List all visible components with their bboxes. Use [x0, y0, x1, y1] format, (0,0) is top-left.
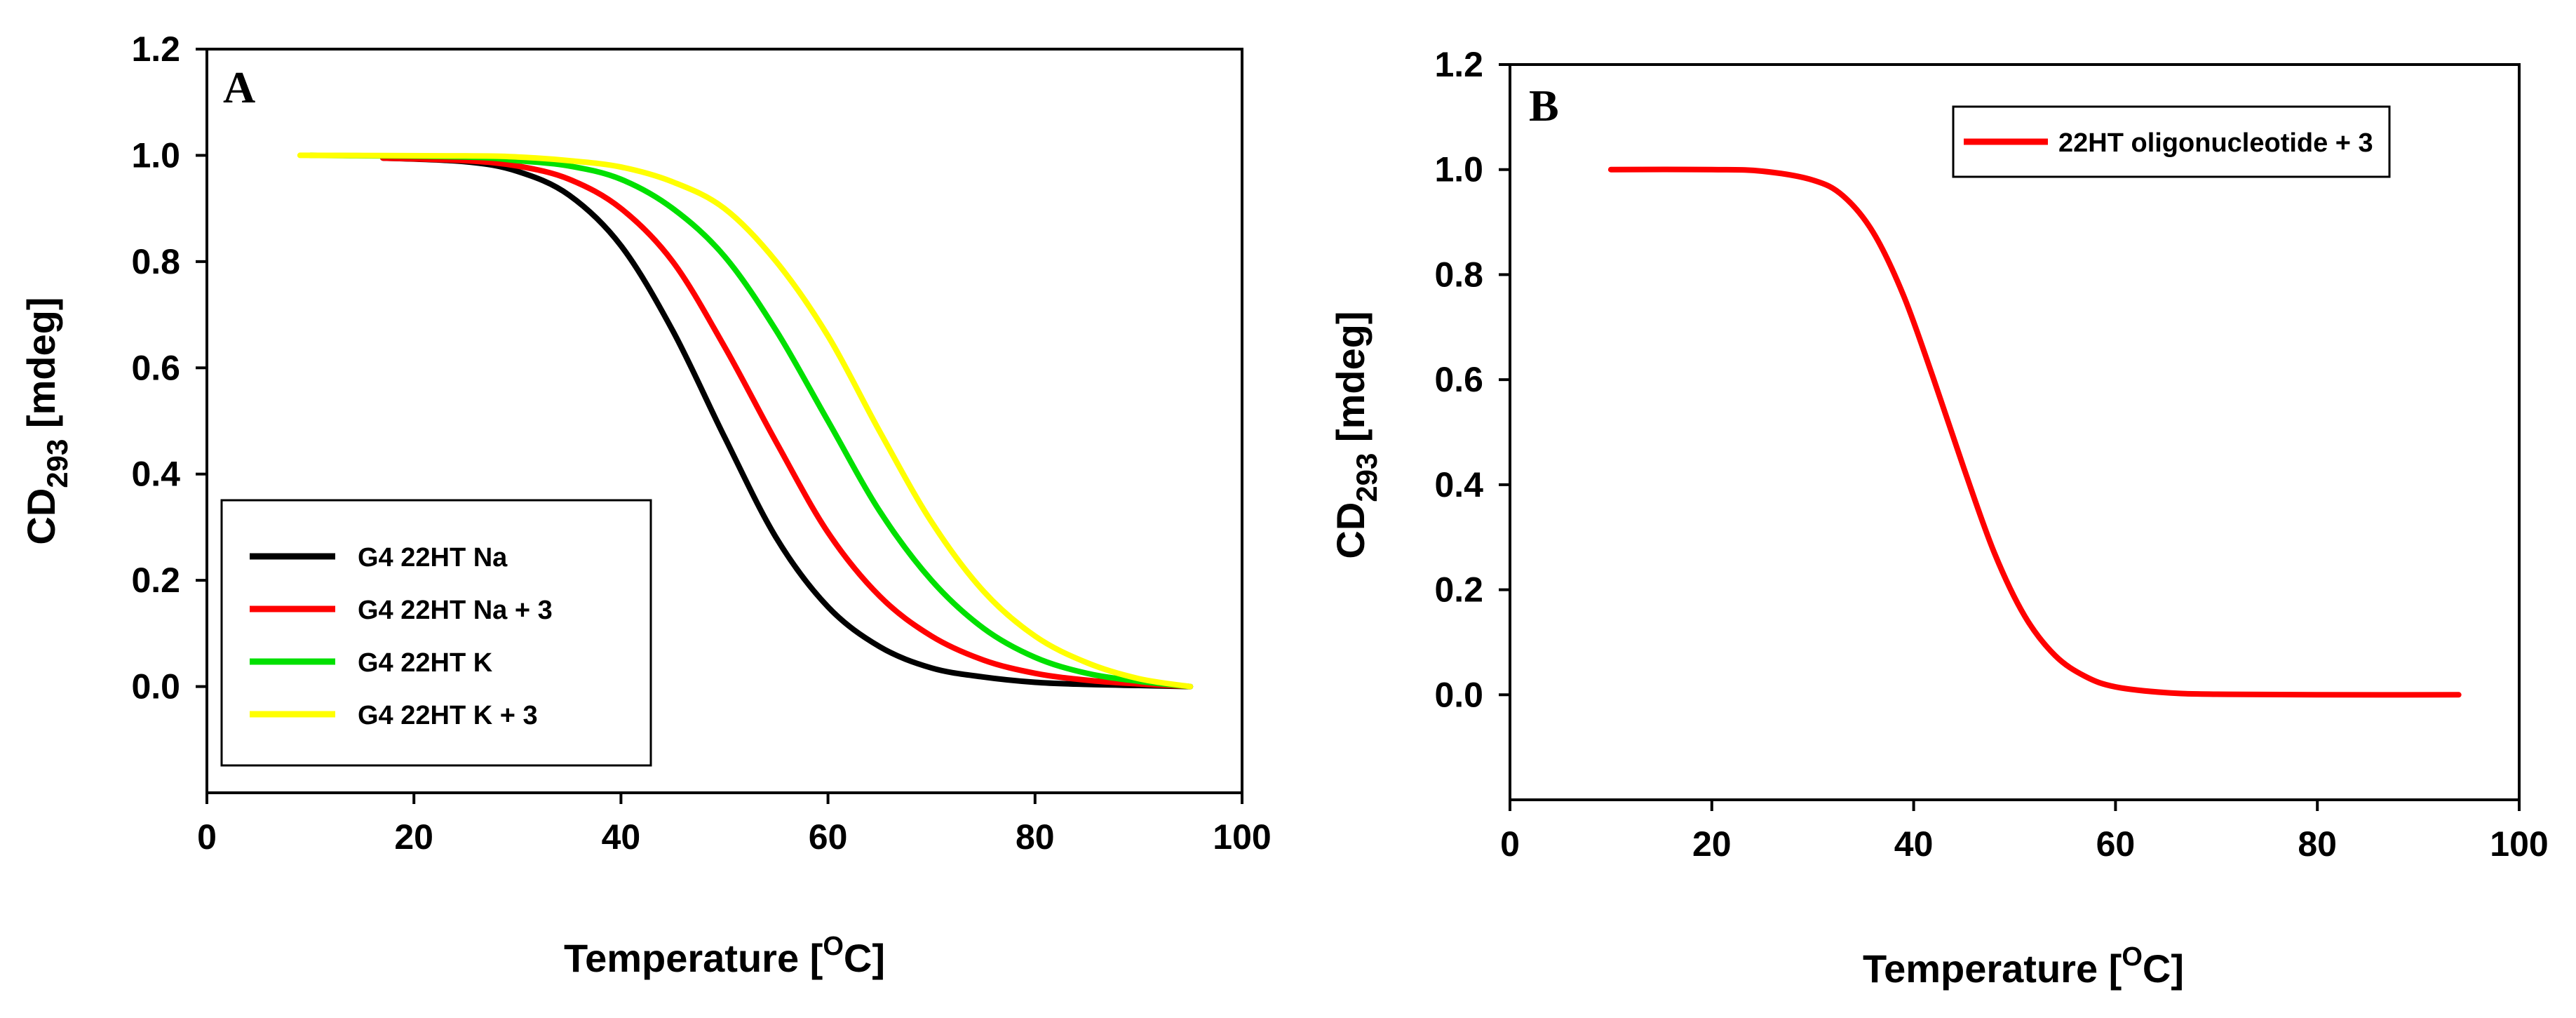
chart-a-legend-label: G4 22HT K	[358, 648, 493, 678]
chart-a-y-tick-label: 0.2	[131, 561, 180, 600]
chart-a-plot-frame	[205, 48, 1243, 794]
chart-a-x-tick-label: 60	[809, 817, 848, 857]
chart-a-series-line	[379, 155, 1194, 690]
chart-a-y-tick-label: 1.2	[131, 29, 180, 69]
chart-a-series	[297, 152, 1194, 690]
chart-a-legend-label: G4 22HT Na + 3	[358, 596, 553, 625]
chart-b-y-tick-label: 1.2	[1434, 45, 1483, 84]
chart-b-series	[1607, 166, 2462, 698]
chart-b-y-axis-title: CD293 [mdeg]	[1328, 311, 1383, 558]
chart-b-y-tick-label: 0.4	[1434, 465, 1483, 504]
chart-b-series-line	[1607, 166, 2462, 698]
chart-a-y-tick-label: 1.0	[131, 135, 180, 175]
chart-a-x-tick-label: 0	[197, 817, 217, 857]
chart-a-series-line	[379, 155, 1194, 690]
chart-b-y-tick-label: 0.0	[1434, 675, 1483, 714]
chart-b-panel-label: B	[1529, 81, 1559, 130]
chart-b-y-ticks: 0.0 0.2 0.4 0.6 0.8 1.0 1.2	[1434, 45, 1510, 714]
chart-b-x-tick-label: 100	[2490, 824, 2548, 864]
chart-b-x-axis-title: Temperature [OC]	[1863, 942, 2184, 991]
chart-a-x-tick-label: 80	[1016, 817, 1055, 857]
chart-a-legend-box	[220, 499, 652, 767]
chart-a-legend-entry: G4 22HT Na	[250, 543, 508, 572]
chart-b-y-tick-label: 0.6	[1434, 360, 1483, 399]
chart-a-legend-entry: G4 22HT K + 3	[250, 701, 538, 730]
chart-a-x-ticks: 0 20 40 60 80 100	[197, 793, 1272, 857]
chart-a-x-tick-label: 100	[1213, 817, 1271, 857]
chart-a-legend-entry: G4 22HT K	[250, 648, 493, 678]
chart-a-legend-label: G4 22HT K + 3	[358, 701, 538, 730]
chart-a-x-axis-title: Temperature [OC]	[564, 932, 885, 980]
chart-b-y-tick-label: 1.0	[1434, 150, 1483, 189]
chart-b-x-tick-label: 0	[1500, 824, 1520, 864]
chart-b-plot-frame	[1509, 63, 2521, 801]
chart-b-legend: 22HT oligonucleotide + 3	[1952, 105, 2391, 178]
chart-a-x-tick-label: 20	[394, 817, 433, 857]
chart-a-y-ticks: 0.0 0.2 0.4 0.6 0.8 1.0 1.2	[131, 29, 207, 706]
chart-b-y-tick-label: 0.2	[1434, 570, 1483, 610]
chart-a-x-tick-label: 40	[602, 817, 641, 857]
chart-b-x-tick-label: 40	[1894, 824, 1934, 864]
chart-b-x-ticks: 0 20 40 60 80 100	[1500, 800, 2549, 864]
chart-b-x-tick-label: 80	[2298, 824, 2337, 864]
chart-a-y-tick-label: 0.8	[131, 242, 180, 281]
chart-a-legend-entry: G4 22HT Na + 3	[250, 596, 553, 625]
chart-a-y-tick-label: 0.4	[131, 455, 180, 494]
chart-a-panel-label: A	[223, 62, 255, 112]
chart-a: 0 20 40 60 80 100 0.0 0.2 0.4 0.6 0.8 1.0 1.2 A G4 …	[19, 29, 1272, 980]
chart-a-legend-label: G4 22HT Na	[358, 543, 508, 572]
chart-a-y-tick-label: 0.0	[131, 667, 180, 706]
chart-b-legend-label: 22HT oligonucleotide + 3	[2058, 128, 2373, 158]
chart-b-legend-entry: 22HT oligonucleotide + 3	[1964, 128, 2373, 158]
chart-b-x-tick-label: 20	[1692, 824, 1732, 864]
chart-b-y-tick-label: 0.8	[1434, 255, 1483, 294]
chart-a-y-axis-title: CD293 [mdeg]	[19, 297, 74, 544]
chart-b: 0 20 40 60 80 100 0.0 0.2 0.4 0.6 0.8 1.0 1.2 B 22H…	[1328, 45, 2549, 991]
chart-a-series-line	[307, 152, 1194, 690]
chart-a-legend: G4 22HT Na G4 22HT Na + 3 G4 22HT K G4 2…	[220, 499, 652, 767]
chart-a-series-line	[297, 152, 1194, 690]
chart-a-y-tick-label: 0.6	[131, 348, 180, 387]
chart-b-x-tick-label: 60	[2096, 824, 2136, 864]
